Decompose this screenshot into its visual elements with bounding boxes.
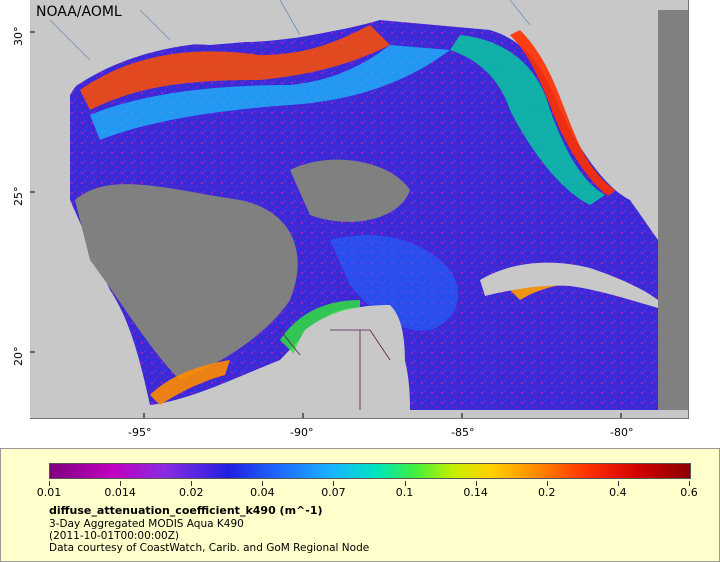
no-data-central xyxy=(290,159,410,222)
map-area[interactable]: NOAA/AOML xyxy=(30,0,689,419)
colorbar-tick-label: 0.6 xyxy=(680,486,698,499)
colorbar-tick-mark xyxy=(404,481,406,486)
colorbar xyxy=(49,463,691,479)
mexico-land xyxy=(30,95,142,410)
no-data-east-strip xyxy=(658,0,688,410)
cuba xyxy=(480,262,658,308)
colorbar-tick-label: 0.2 xyxy=(538,486,556,499)
colorbar-tick-label: 0.1 xyxy=(395,486,414,499)
colorbar-tick-mark xyxy=(262,481,264,486)
y-label-30: 30° xyxy=(12,26,25,47)
axis-ticks xyxy=(30,31,622,418)
us-gulf-coast-land xyxy=(30,0,688,100)
colorbar-tick-mark xyxy=(689,481,690,486)
legend-panel: 0.01 0.014 0.02 0.04 0.07 0.1 0.14 0.2 0.4 0.6 di… xyxy=(0,448,720,562)
colorbar-tick-label: 0.4 xyxy=(609,486,627,499)
florida-coast-red xyxy=(510,30,615,196)
x-label-95: -95° xyxy=(128,426,152,439)
colorbar-tick-mark xyxy=(191,481,193,486)
no-data-west xyxy=(75,184,298,380)
colorbar-tick-mark xyxy=(617,481,619,486)
colorbar-tick-label: 0.07 xyxy=(321,486,346,499)
legend-variable-title: diffuse_attenuation_coefficient_k490 (m^… xyxy=(49,504,323,517)
colorbar-tick-label: 0.04 xyxy=(250,486,275,499)
yucatan-peninsula xyxy=(280,305,405,410)
colorbar-tick-mark xyxy=(546,481,548,486)
x-label-85: -85° xyxy=(451,426,475,439)
colorbar-tick-label: 0.02 xyxy=(178,486,204,499)
legend-credit-line: Data courtesy of CoastWatch, Carib. and … xyxy=(49,542,370,554)
colorbar-tick-mark xyxy=(333,481,335,486)
colorbar-tick-mark xyxy=(120,481,122,486)
colorbar-tick-mark xyxy=(49,481,50,486)
campeche-coast xyxy=(150,360,230,405)
florida-shelf xyxy=(450,35,605,205)
credit-label: NOAA/AOML xyxy=(36,4,122,20)
x-label-90: -90° xyxy=(290,426,314,439)
florida-peninsula xyxy=(550,0,658,180)
northern-coastal-band xyxy=(80,25,390,110)
k490-map xyxy=(30,0,688,418)
x-label-80: -80° xyxy=(610,426,634,439)
colorbar-tick-label: 0.01 xyxy=(36,486,62,499)
borders xyxy=(279,329,391,410)
y-label-20: 20° xyxy=(12,346,25,367)
colorbar-tick-label: 0.014 xyxy=(104,486,136,499)
legend-dataset-line: 3-Day Aggregated MODIS Aqua K490 xyxy=(49,518,244,530)
y-label-25: 25° xyxy=(12,186,25,207)
rivers xyxy=(49,0,531,61)
colorbar-tick-label: 0.14 xyxy=(463,486,488,499)
colorbar-tick-mark xyxy=(475,481,477,486)
northern-green-band xyxy=(90,45,450,140)
loop-current xyxy=(330,235,459,331)
legend-date-line: (2011-10-01T00:00:00Z) xyxy=(49,530,179,542)
